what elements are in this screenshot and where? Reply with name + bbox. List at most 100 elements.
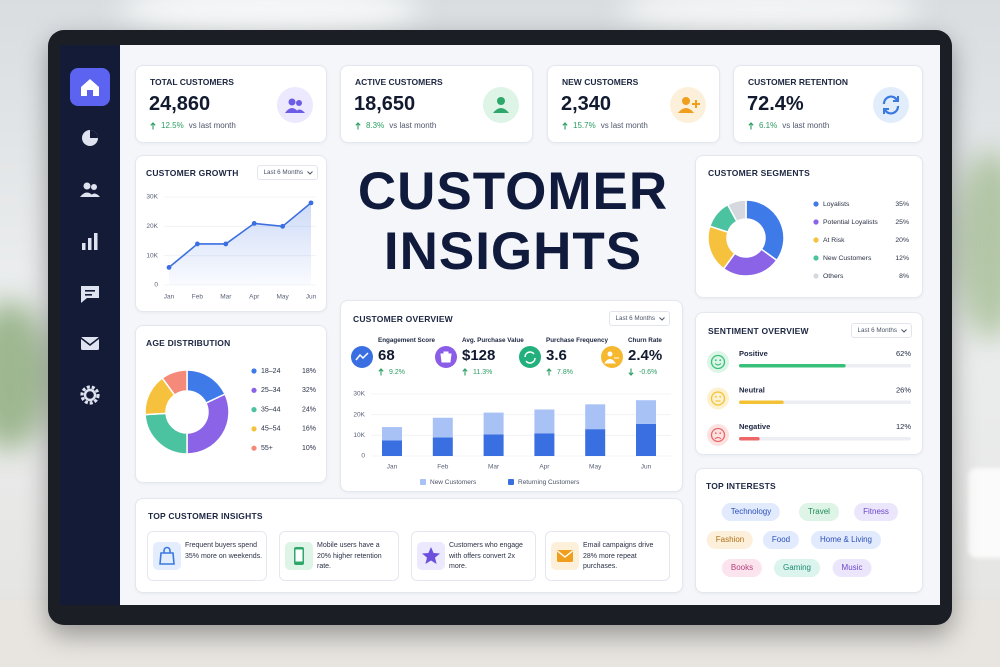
arrow-shape — [562, 121, 568, 129]
icon-part — [524, 351, 536, 364]
card-title: CUSTOMER GROWTH — [146, 168, 239, 178]
pie-slice — [186, 393, 230, 455]
nav-settings[interactable] — [80, 385, 100, 405]
change-value: 7.8% — [557, 368, 573, 376]
legend-label: 55+ — [261, 445, 273, 452]
change-note: vs last month — [188, 121, 236, 130]
card: CUSTOMER GROWTH Last 6 Months 0 10K 20K 30K Ja… — [135, 155, 327, 312]
sentiment-face — [710, 354, 726, 370]
point — [223, 241, 229, 247]
caret[interactable] — [307, 171, 313, 175]
change-row: 6.1% vs last month — [748, 121, 829, 130]
interest-tag[interactable]: Home & Living — [810, 531, 882, 549]
x-tick-label: May — [589, 464, 602, 471]
y-tick-label: 20K — [353, 411, 365, 418]
legend-swatch — [813, 237, 819, 243]
interest-tag[interactable]: Technology — [721, 503, 781, 521]
area-fill — [169, 202, 311, 285]
face-eye — [719, 432, 722, 435]
period-dropdown[interactable]: Last 6 Months — [257, 165, 318, 180]
kpi-icon — [670, 87, 706, 123]
card: NEW CUSTOMERS 2,340 15.7% vs last month — [547, 65, 720, 143]
face-eye — [714, 395, 717, 398]
icon-part — [882, 95, 900, 115]
home-icon[interactable] — [81, 79, 99, 96]
point — [166, 265, 172, 270]
dashboard-screen: TOTAL CUSTOMERS 24,860 12.5% vs last month A… — [60, 45, 940, 605]
legend-label: 45–54 — [261, 426, 281, 433]
nav-mail[interactable] — [80, 337, 100, 350]
value-label: 18% — [302, 368, 316, 375]
sentiment-label: Positive — [739, 349, 768, 358]
nav-customers[interactable] — [80, 182, 100, 198]
interest-tag[interactable]: Books — [721, 559, 763, 577]
face-eye — [714, 359, 717, 362]
insight-icon — [417, 542, 445, 570]
value-label: 10% — [302, 445, 316, 452]
icon-part — [692, 100, 700, 108]
interest-tag[interactable]: Food — [762, 531, 800, 549]
interest-tag[interactable]: Music — [832, 559, 872, 577]
legend-swatch — [251, 387, 257, 393]
change-value: 11.3% — [473, 368, 493, 376]
icon-part — [296, 100, 302, 106]
bar-segment — [382, 427, 402, 441]
arrow-up — [748, 121, 754, 129]
value-label: 16% — [302, 426, 316, 433]
card: CUSTOMER RETENTION 72.4% 6.1% vs last month — [733, 65, 923, 143]
icon-part — [493, 108, 509, 113]
legend-label: Others — [823, 273, 844, 280]
kpi-icon-bg — [277, 87, 313, 123]
bar — [739, 400, 784, 404]
value-label: 8% — [899, 273, 909, 280]
face-eye — [719, 395, 722, 398]
interest-tag[interactable]: Travel — [799, 503, 839, 521]
nav-analytics[interactable] — [82, 130, 98, 146]
kpi-value: 72.4% — [747, 93, 804, 115]
period-dropdown[interactable]: Last 6 Months — [851, 323, 912, 338]
value-label: 24% — [302, 406, 316, 413]
sentiment-face-bg — [707, 387, 729, 410]
icon-part — [285, 108, 305, 113]
kpi-value: 24,860 — [149, 93, 211, 115]
x-tick-label: Jun — [641, 464, 652, 471]
period-dropdown[interactable]: Last 6 Months — [609, 311, 670, 326]
arrow-up — [462, 368, 468, 376]
caret[interactable] — [659, 317, 665, 321]
arrow-shape — [355, 121, 361, 129]
change-row: 8.3% vs last month — [355, 121, 436, 130]
period-label[interactable]: Last 6 Months — [263, 169, 303, 176]
nav-messages[interactable] — [81, 286, 99, 303]
change-row: 12.5% vs last month — [150, 121, 236, 130]
metric-icon — [519, 346, 541, 368]
arrow-up — [378, 368, 384, 376]
x-tick-label: Mar — [488, 464, 500, 471]
metric-value: $128 — [462, 347, 496, 364]
legend-swatch — [508, 479, 514, 485]
caret[interactable] — [901, 329, 907, 333]
legend-label: Returning Customers — [518, 479, 580, 486]
bar — [739, 437, 760, 441]
change-note: vs last month — [389, 121, 437, 130]
card: SENTIMENT OVERVIEW Last 6 Months Positive 6… — [695, 312, 923, 455]
interest-tag[interactable]: Fashion — [706, 531, 754, 549]
bar-segment — [432, 417, 453, 438]
x-tick-label: Jan — [164, 294, 175, 301]
legend-swatch — [251, 407, 257, 413]
chart-canvas: 0 10K 20K 30K Jan Feb Mar Apr May Jun — [146, 194, 316, 301]
kpi-icon — [277, 87, 313, 123]
interest-tag[interactable]: Gaming — [773, 559, 821, 577]
kpi-icon-bg — [873, 87, 909, 123]
chart-canvas: 18–24 18% 25–34 32% 35–44 24% 45–54 16% 55+ 10% — [144, 368, 316, 455]
change-value: 6.1% — [759, 121, 778, 130]
period-label[interactable]: Last 6 Months — [615, 315, 655, 322]
card-title: CUSTOMER SEGMENTS — [708, 168, 810, 178]
nav-reports[interactable] — [82, 233, 98, 250]
bar-segment — [585, 429, 606, 456]
interest-tag[interactable]: Fitness — [854, 503, 898, 521]
icon-part — [682, 97, 690, 105]
y-tick-label: 30K — [146, 194, 158, 201]
period-label[interactable]: Last 6 Months — [857, 327, 897, 334]
insight-text: Frequent buyers spend 35% more on weeken… — [185, 542, 263, 560]
arrow-down — [628, 368, 634, 376]
